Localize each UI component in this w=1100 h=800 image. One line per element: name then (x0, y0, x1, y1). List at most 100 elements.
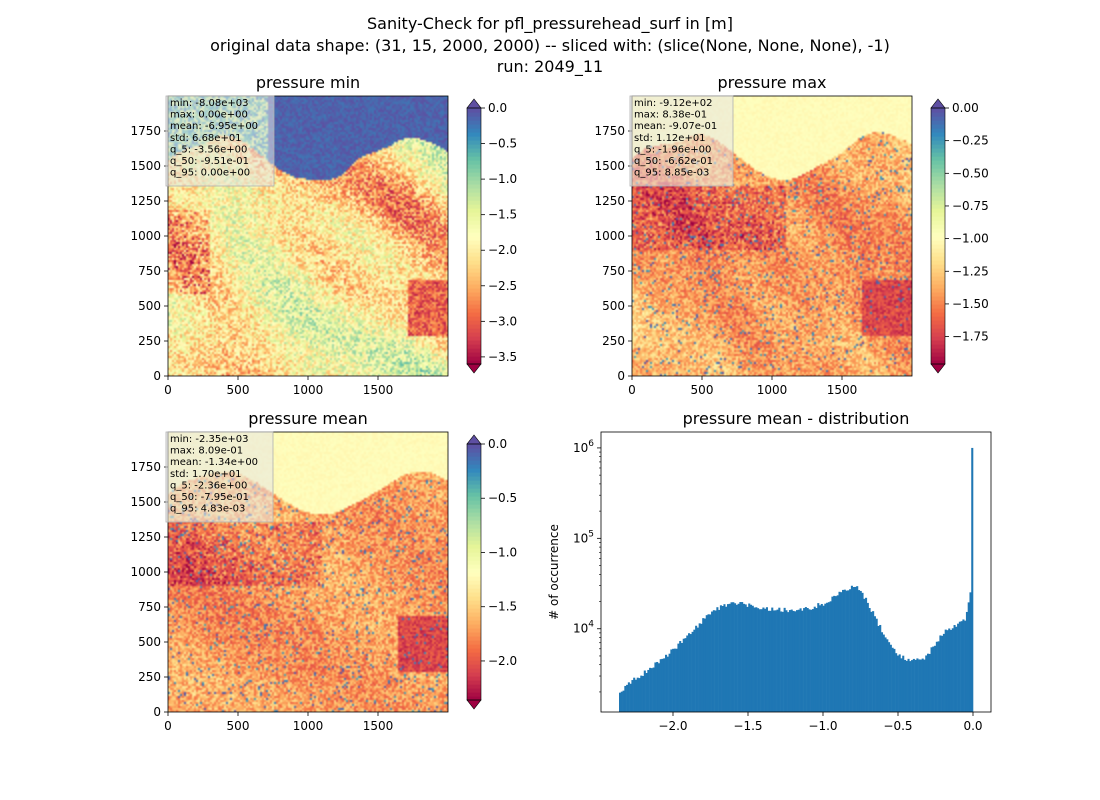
histogram-bar (902, 655, 905, 712)
colorbar-segment (467, 340, 481, 345)
histogram-bar (746, 606, 749, 712)
histogram-bar (781, 611, 784, 712)
colorbar-segment (931, 244, 945, 249)
histogram-bar (647, 669, 650, 712)
colorbar-segment (931, 140, 945, 145)
colorbar-segment (931, 264, 945, 269)
colorbar-segment (467, 684, 481, 689)
colorbar-segment (931, 172, 945, 177)
colorbar-extend-top (930, 98, 946, 109)
histogram-bar (903, 659, 907, 712)
y-tick-label: 500 (602, 299, 625, 313)
histogram-bar (634, 679, 637, 712)
histogram-bar (693, 629, 696, 712)
histogram-bar (730, 602, 733, 712)
colorbar-segment (931, 216, 945, 221)
colorbar-segment (931, 320, 945, 325)
stats-line: q_50: -9.51e-01 (170, 156, 249, 167)
colorbar-segment (931, 328, 945, 333)
y-tick-label: 750 (138, 264, 161, 278)
histogram-bar (767, 610, 770, 712)
colorbar-segment (931, 252, 945, 257)
x-tick-label: 1500 (363, 719, 394, 733)
histogram-bar (792, 610, 795, 712)
colorbar-tick-label: −0.75 (952, 199, 989, 213)
colorbar-tick-label: −1.25 (952, 264, 989, 278)
colorbar-segment (931, 136, 945, 141)
y-tick-label: 750 (602, 264, 625, 278)
colorbar-segment (467, 524, 481, 529)
colorbar-segment (467, 228, 481, 233)
histogram-bar (857, 590, 861, 712)
histogram-bar (726, 604, 730, 712)
histogram-bar (875, 618, 878, 712)
histogram-bar (691, 631, 694, 712)
colorbar-segment (467, 612, 481, 617)
histogram-bar (757, 608, 760, 712)
histogram-bar (804, 607, 807, 712)
colorbar-segment (931, 336, 945, 341)
colorbar-segment (931, 156, 945, 161)
colorbar-segment (467, 292, 481, 297)
histogram-bar (668, 653, 671, 712)
histogram-bar (723, 604, 726, 712)
histogram-bars (619, 447, 974, 712)
x-tick-label: 1500 (827, 383, 858, 397)
colorbar-segment (467, 348, 481, 353)
colorbar-segment (467, 632, 481, 637)
colorbar-segment (467, 176, 481, 181)
colorbar: 0.0 −0.5 −1.0 −1.5 −2.0 −2.5 −3.0 −3.5 (466, 98, 517, 374)
histogram-bar (643, 670, 646, 712)
colorbar-tick-label: 0.00 (952, 101, 979, 115)
colorbar-segment (931, 228, 945, 233)
y-tick-label: 1500 (130, 159, 161, 173)
colorbar-segment (467, 532, 481, 537)
colorbar-segment (467, 680, 481, 685)
histogram-bar (865, 597, 868, 712)
histogram-bar (964, 620, 967, 712)
colorbar-segment (467, 592, 481, 597)
histogram-bar (960, 621, 963, 712)
colorbar-segment (467, 188, 481, 193)
histogram-bar (886, 639, 889, 712)
histogram-bar (872, 611, 875, 712)
x-tick-label: 0 (628, 383, 636, 397)
histogram-bar (944, 629, 947, 712)
histogram-bar (918, 659, 921, 712)
x-tick-label: 500 (227, 383, 250, 397)
x-tick-label: 1000 (293, 383, 324, 397)
colorbar-segment (467, 452, 481, 457)
y-tick-label: 250 (138, 670, 161, 684)
colorbar-frame (930, 107, 946, 365)
x-tick-label: 1000 (293, 719, 324, 733)
histogram-bar (882, 634, 885, 712)
colorbar-segment (931, 188, 945, 193)
y-tick-label: 0 (153, 369, 161, 383)
colorbar-frame (466, 443, 482, 701)
histogram-bar (967, 602, 970, 712)
colorbar-segment (467, 648, 481, 653)
histogram-bar (833, 595, 836, 712)
y-tick-label: 1750 (130, 460, 161, 474)
colorbar-segment (931, 352, 945, 357)
colorbar-segment (467, 456, 481, 461)
histogram-bar (686, 635, 689, 712)
stats-line: q_5: -1.96e+00 (634, 144, 711, 155)
x-tick-label: 0.0 (963, 719, 982, 733)
colorbar-segment (931, 312, 945, 317)
colorbar-segment (467, 268, 481, 273)
colorbar-segment (467, 172, 481, 177)
heatmap-panel-3: pressure mean 0 500 1000 1500 0 250 500 750 1000 1… (130, 409, 517, 733)
histogram-bar (810, 609, 813, 712)
histogram-bar (744, 604, 747, 712)
histogram-bar (808, 609, 811, 712)
histogram-bar (958, 621, 961, 712)
histogram-bar (771, 607, 774, 712)
colorbar-segment (467, 528, 481, 533)
colorbar-segment (467, 344, 481, 349)
colorbar-segment (931, 260, 945, 265)
colorbar-segment (931, 180, 945, 185)
colorbar-segment (467, 112, 481, 117)
